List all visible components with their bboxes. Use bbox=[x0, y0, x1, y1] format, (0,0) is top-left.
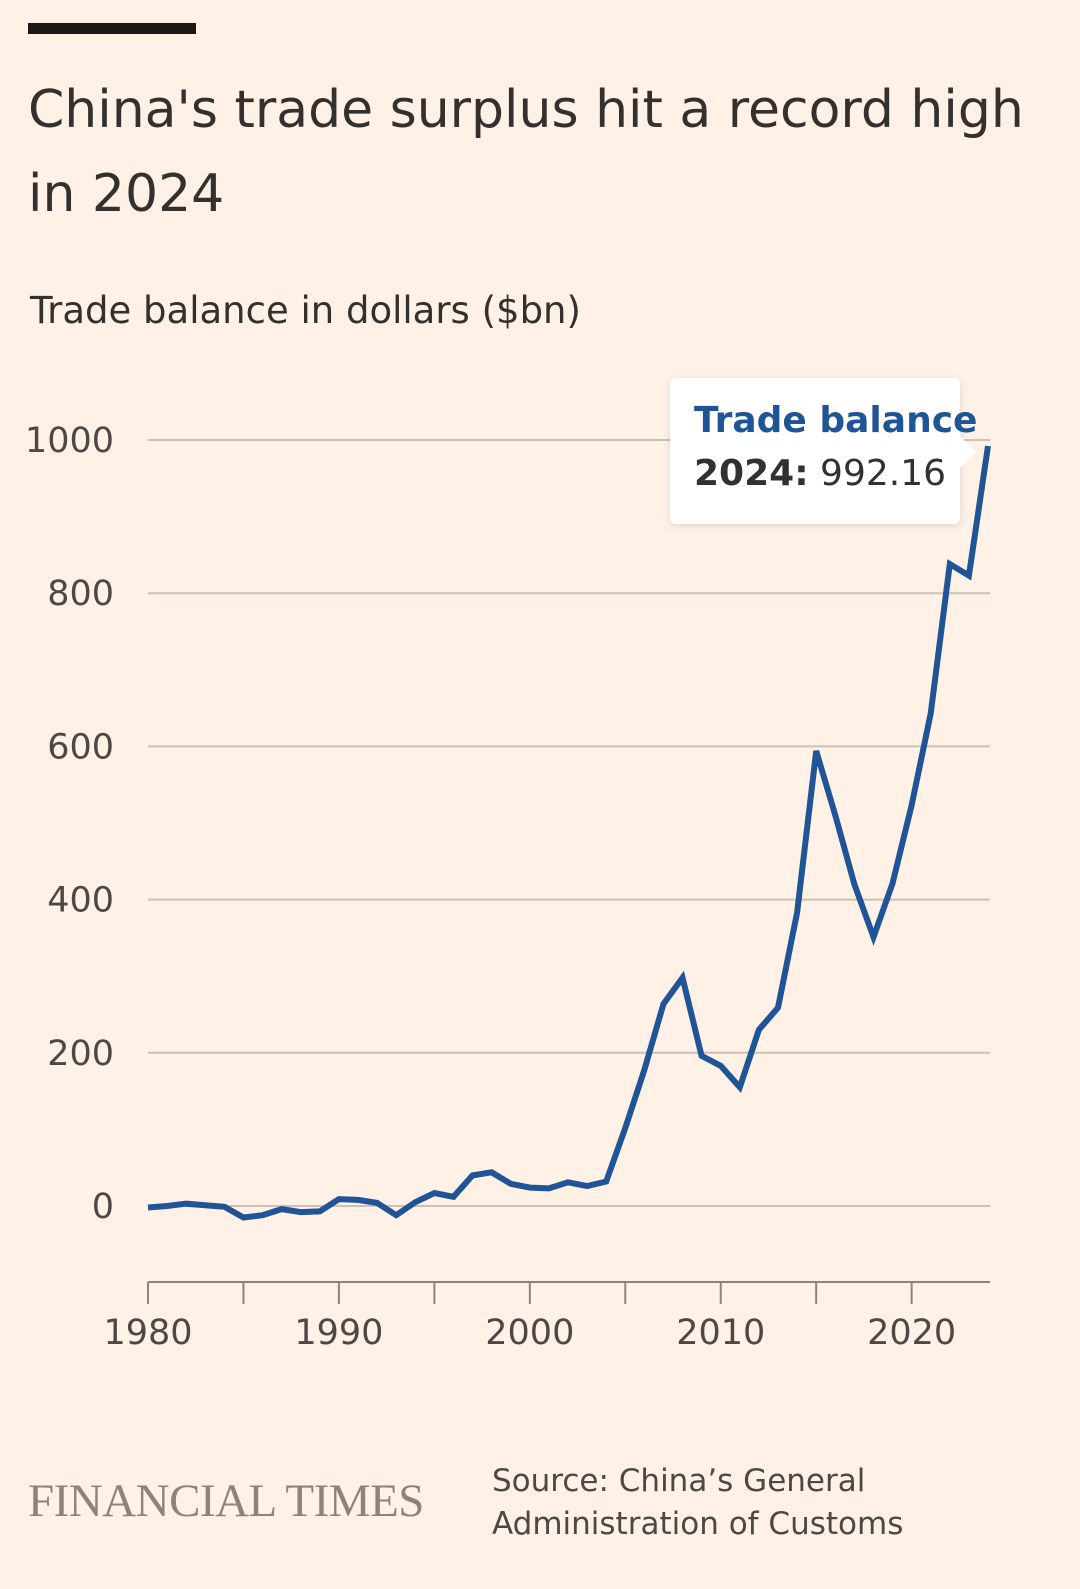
series-line-0 bbox=[147, 445, 991, 1221]
source-note: Source: China’s General Administration o… bbox=[492, 1463, 904, 1542]
chart-title: China's trade surplus hit a record high … bbox=[28, 80, 1024, 224]
tooltip-value-row: 2024: 992.16 bbox=[694, 453, 946, 494]
xtick-label-2000: 2000 bbox=[485, 1313, 574, 1353]
data-tooltip: Trade balance 2024: 992.16 bbox=[670, 378, 977, 524]
ytick-label-600: 600 bbox=[47, 727, 114, 767]
xtick-label-1990: 1990 bbox=[294, 1313, 383, 1353]
tooltip-pointer bbox=[960, 436, 976, 468]
line-chart: 0 200 400 600 800 1000 1980 1990 2000 2010 2020 bbox=[25, 421, 991, 1353]
tooltip-series-name: Trade balance bbox=[694, 400, 978, 441]
ft-logo: FINANCIAL TIMES bbox=[28, 1475, 424, 1527]
ytick-label-400: 400 bbox=[47, 881, 114, 921]
ytick-label-0: 0 bbox=[92, 1187, 114, 1227]
ytick-label-200: 200 bbox=[47, 1034, 114, 1074]
xtick-label-1980: 1980 bbox=[103, 1313, 192, 1353]
top-rule bbox=[28, 23, 196, 34]
ytick-label-800: 800 bbox=[47, 574, 114, 614]
chart-subtitle: Trade balance in dollars ($bn) bbox=[30, 289, 581, 332]
ytick-label-1000: 1000 bbox=[25, 421, 114, 461]
xtick-label-2020: 2020 bbox=[867, 1313, 956, 1353]
xtick-label-2010: 2010 bbox=[676, 1313, 765, 1353]
tooltip-year: 2024: bbox=[694, 453, 809, 494]
tooltip-value: 992.16 bbox=[820, 453, 947, 494]
